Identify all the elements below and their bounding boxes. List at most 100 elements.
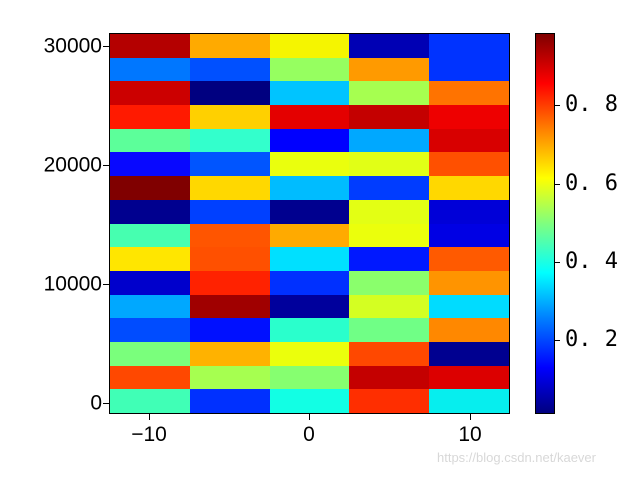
heatmap-cell [189, 81, 270, 106]
heatmap-cell [349, 389, 430, 413]
heatmap-cell [269, 81, 350, 106]
heatmap-cell [429, 223, 509, 248]
heatmap-cell [349, 81, 430, 106]
heatmap-cell [349, 294, 430, 319]
colorbar-tick [555, 105, 560, 106]
heatmap-cell [189, 152, 270, 177]
heatmap-cell [349, 365, 430, 390]
heatmap-cell [189, 176, 270, 200]
heatmap-cell [189, 270, 270, 295]
colorbar-tick [555, 262, 560, 263]
heatmap-cell [110, 34, 190, 58]
heatmap-cell [110, 294, 190, 319]
colorbar-tick-label: 0. 2 [565, 327, 618, 352]
heatmap-cell [189, 223, 270, 248]
y-tick-label: 30000 [43, 34, 102, 58]
heatmap-cell [189, 318, 270, 342]
heatmap-cell [269, 294, 350, 319]
heatmap-cell [349, 270, 430, 295]
heatmap-cell [189, 365, 270, 390]
heatmap-cell [429, 128, 509, 153]
heatmap-cell [189, 294, 270, 319]
heatmap-cell [349, 152, 430, 177]
heatmap-cell [429, 270, 509, 295]
heatmap-cell [429, 57, 509, 82]
colorbar-tick [555, 184, 560, 185]
heatmap-cell [269, 389, 350, 413]
heatmap-cell [349, 57, 430, 82]
x-tick-label: 0 [303, 423, 315, 446]
heatmap-cell [189, 57, 270, 82]
heatmap-cell [269, 341, 350, 366]
heatmap-cell [110, 199, 190, 224]
heatmap-cell [110, 318, 190, 342]
colorbar-tick-label: 0. 6 [565, 171, 618, 196]
y-tick [103, 403, 109, 404]
heatmap-cell [110, 389, 190, 413]
heatmap-cell [429, 389, 509, 413]
x-tick [149, 414, 150, 420]
heatmap-cell [189, 128, 270, 153]
heatmap-cell [349, 223, 430, 248]
heatmap-cell [110, 247, 190, 271]
heatmap-cell [349, 128, 430, 153]
heatmap-cell [349, 318, 430, 342]
heatmap-cell [110, 57, 190, 82]
heatmap-cell [349, 341, 430, 366]
heatmap-cell [269, 57, 350, 82]
heatmap-cell [189, 105, 270, 129]
y-tick [103, 46, 109, 47]
heatmap-cell [110, 365, 190, 390]
heatmap-cell [429, 247, 509, 271]
heatmap-cell [269, 247, 350, 271]
y-tick-label: 10000 [43, 272, 102, 296]
heatmap-cell [429, 365, 509, 390]
heatmap-cell [269, 128, 350, 153]
watermark-text: https://blog.csdn.net/kaever [437, 450, 596, 465]
y-tick [103, 165, 109, 166]
heatmap-cell [189, 34, 270, 58]
heatmap-cell [269, 34, 350, 58]
heatmap-cell [429, 152, 509, 177]
x-tick-label: 10 [458, 423, 482, 446]
heatmap-cell [110, 81, 190, 106]
heatmap-cell [269, 199, 350, 224]
heatmap-cell [349, 247, 430, 271]
heatmap-cell [110, 128, 190, 153]
x-tick [309, 414, 310, 420]
colorbar-tick-label: 0. 8 [565, 92, 618, 117]
colorbar-tick [555, 340, 560, 341]
heatmap-cell [269, 223, 350, 248]
heatmap-cell [429, 105, 509, 129]
heatmap-cell [269, 270, 350, 295]
heatmap-cell [349, 176, 430, 200]
y-tick-label: 0 [90, 391, 102, 415]
heatmap-cell [269, 176, 350, 200]
heatmap-cell [349, 34, 430, 58]
heatmap-cell [269, 105, 350, 129]
heatmap-cell [189, 389, 270, 413]
heatmap-cell [429, 341, 509, 366]
heatmap-cell [269, 152, 350, 177]
heatmap-cell [110, 152, 190, 177]
heatmap-cell [110, 105, 190, 129]
heatmap-plot-area [109, 33, 510, 414]
heatmap-cell [110, 270, 190, 295]
heatmap-cell [429, 318, 509, 342]
heatmap-cell [429, 294, 509, 319]
heatmap-cell [189, 199, 270, 224]
x-tick [470, 414, 471, 420]
y-tick-label: 20000 [43, 153, 102, 177]
heatmap-cell [110, 223, 190, 248]
heatmap-cell [429, 199, 509, 224]
colorbar-tick-label: 0. 4 [565, 249, 618, 274]
heatmap-cell [189, 341, 270, 366]
colorbar [535, 33, 555, 414]
x-tick-label: −10 [131, 423, 167, 446]
y-tick [103, 284, 109, 285]
heatmap-cell [269, 365, 350, 390]
heatmap-cell [110, 341, 190, 366]
heatmap-cell [349, 105, 430, 129]
heatmap-cell [429, 34, 509, 58]
heatmap-cell [269, 318, 350, 342]
